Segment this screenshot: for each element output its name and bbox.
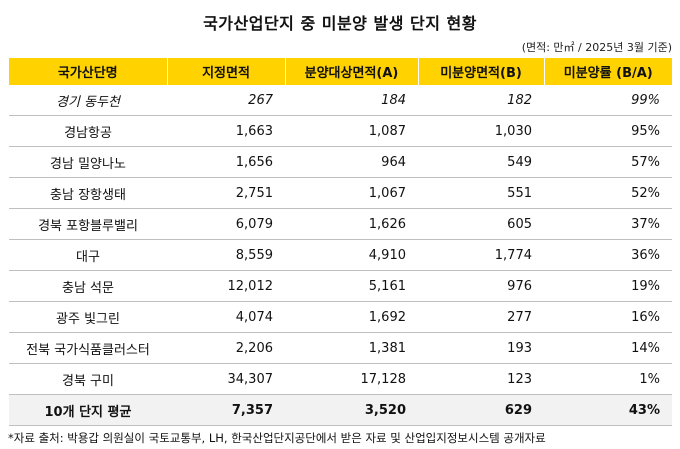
industrial-complex-table: 국가산단명 지정면적 분양대상면적(A) 미분양면적(B) 미분양률 (B/A)…: [9, 58, 672, 426]
average-designated-area: 7,357: [167, 394, 285, 426]
sale-target-area: 5,161: [285, 270, 418, 302]
table-row: 경북 포항블루밸리 6,079 1,626 605 37%: [9, 208, 672, 240]
unit-note: (면적: 만㎡ / 2025년 3월 기준): [521, 41, 672, 54]
unsold-area: 549: [418, 146, 544, 178]
table-row: 충남 석문 12,012 5,161 976 19%: [9, 270, 672, 302]
sale-target-area: 1,067: [285, 177, 418, 209]
unsold-rate: 37%: [544, 208, 672, 240]
source-footnote: *자료 출처: 박용갑 의원실이 국토교통부, LH, 한국산업단지공단에서 받…: [8, 431, 546, 445]
designated-area: 1,663: [167, 115, 285, 147]
header-designated-area: 지정면적: [167, 58, 286, 85]
complex-name: 전북 국가식품클러스터: [9, 332, 167, 364]
unsold-area: 1,774: [418, 239, 544, 271]
average-row: 10개 단지 평균 7,357 3,520 629 43%: [9, 394, 672, 426]
unsold-rate: 16%: [544, 301, 672, 333]
header-sale-target-area: 분양대상면적(A): [285, 58, 419, 85]
table-row: 광주 빛그린 4,074 1,692 277 16%: [9, 301, 672, 333]
complex-name: 경북 구미: [9, 363, 167, 395]
page-title: 국가산업단지 중 미분양 발생 단지 현황: [203, 14, 477, 33]
complex-name: 경남항공: [9, 115, 167, 147]
table-header-row: 국가산단명 지정면적 분양대상면적(A) 미분양면적(B) 미분양률 (B/A): [9, 58, 672, 85]
table-row: 충남 장항생태 2,751 1,067 551 52%: [9, 177, 672, 209]
sale-target-area: 1,087: [285, 115, 418, 147]
designated-area: 8,559: [167, 239, 285, 271]
complex-name: 광주 빛그린: [9, 301, 167, 333]
designated-area: 6,079: [167, 208, 285, 240]
complex-name: 대구: [9, 239, 167, 271]
header-complex-name: 국가산단명: [9, 58, 168, 85]
sale-target-area: 1,381: [285, 332, 418, 364]
table-row: 경기 동두천 267 184 182 99%: [9, 85, 672, 116]
designated-area: 12,012: [167, 270, 285, 302]
unsold-rate: 19%: [544, 270, 672, 302]
sale-target-area: 17,128: [285, 363, 418, 395]
sale-target-area: 964: [285, 146, 418, 178]
unsold-rate: 95%: [544, 115, 672, 147]
unsold-rate: 36%: [544, 239, 672, 271]
unsold-area: 193: [418, 332, 544, 364]
designated-area: 267: [167, 85, 285, 116]
complex-name: 충남 석문: [9, 270, 167, 302]
unsold-area: 1,030: [418, 115, 544, 147]
table-row: 경남 밀양나노 1,656 964 549 57%: [9, 146, 672, 178]
unsold-rate: 14%: [544, 332, 672, 364]
unsold-area: 182: [418, 85, 544, 116]
complex-name: 충남 장항생태: [9, 177, 167, 209]
designated-area: 1,656: [167, 146, 285, 178]
sale-target-area: 4,910: [285, 239, 418, 271]
designated-area: 2,206: [167, 332, 285, 364]
average-sale-target-area: 3,520: [285, 394, 418, 426]
designated-area: 4,074: [167, 301, 285, 333]
table-row: 경북 구미 34,307 17,128 123 1%: [9, 363, 672, 395]
complex-name: 경남 밀양나노: [9, 146, 167, 178]
sale-target-area: 184: [285, 85, 418, 116]
complex-name: 경기 동두천: [9, 85, 167, 116]
unsold-rate: 52%: [544, 177, 672, 209]
designated-area: 2,751: [167, 177, 285, 209]
unsold-rate: 99%: [544, 85, 672, 116]
table-row: 전북 국가식품클러스터 2,206 1,381 193 14%: [9, 332, 672, 364]
complex-name: 경북 포항블루밸리: [9, 208, 167, 240]
unsold-rate: 1%: [544, 363, 672, 395]
average-label: 10개 단지 평균: [9, 394, 167, 426]
header-unsold-rate: 미분양률 (B/A): [544, 58, 672, 85]
average-unsold-area: 629: [418, 394, 544, 426]
unsold-area: 976: [418, 270, 544, 302]
designated-area: 34,307: [167, 363, 285, 395]
unsold-area: 123: [418, 363, 544, 395]
sale-target-area: 1,626: [285, 208, 418, 240]
unsold-area: 551: [418, 177, 544, 209]
unsold-area: 605: [418, 208, 544, 240]
header-unsold-area: 미분양면적(B): [418, 58, 545, 85]
average-unsold-rate: 43%: [544, 394, 672, 426]
table-row: 경남항공 1,663 1,087 1,030 95%: [9, 115, 672, 147]
unsold-rate: 57%: [544, 146, 672, 178]
table-row: 대구 8,559 4,910 1,774 36%: [9, 239, 672, 271]
unsold-area: 277: [418, 301, 544, 333]
sale-target-area: 1,692: [285, 301, 418, 333]
